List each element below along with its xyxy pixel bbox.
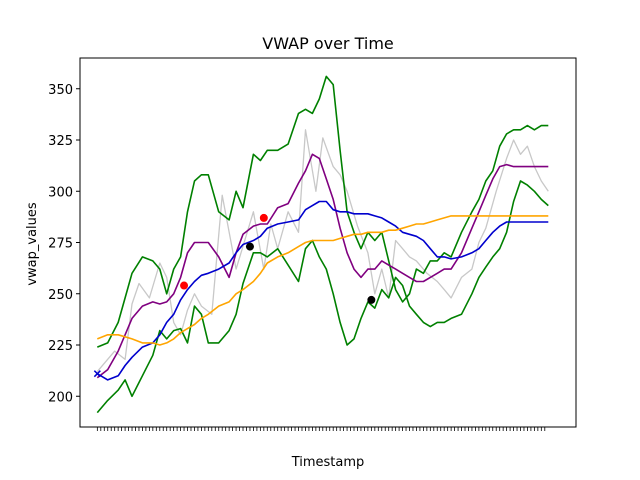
series-line-3 xyxy=(96,153,549,379)
y-tick-label-5: 325 xyxy=(48,134,73,149)
series-line-2 xyxy=(97,75,549,348)
marker-2 xyxy=(245,242,254,251)
plot-area: 200 225 250 275 300 325 350 xyxy=(48,57,577,431)
marker-3 xyxy=(259,213,268,222)
y-tick-label-2: 250 xyxy=(48,288,73,303)
marker-1 xyxy=(180,281,189,290)
y-tick-label-4: 300 xyxy=(48,185,73,200)
y-tick-label-0: 200 xyxy=(48,390,73,405)
y-axis-label: vwap_values xyxy=(25,202,40,286)
y-tick-label-1: 225 xyxy=(48,339,73,354)
series-line-1 xyxy=(96,180,549,414)
chart-title: VWAP over Time xyxy=(262,34,394,53)
y-tick-label-3: 275 xyxy=(48,237,73,252)
marker-0 xyxy=(93,370,101,378)
series-line-5 xyxy=(97,215,549,346)
series-line-0 xyxy=(96,129,549,373)
series-line-4 xyxy=(96,200,549,381)
x-axis-label: Timestamp xyxy=(291,455,365,470)
y-tick-label-6: 350 xyxy=(48,83,73,98)
marker-4 xyxy=(367,295,376,304)
